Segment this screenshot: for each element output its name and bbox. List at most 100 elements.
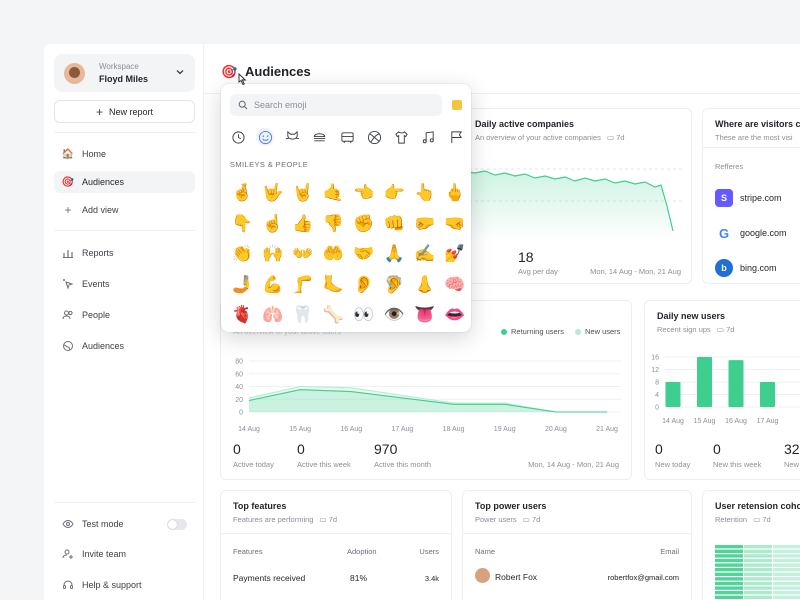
emoji-cell[interactable]: 🤟: [262, 183, 284, 204]
emoji-cell[interactable]: 🦴: [322, 305, 344, 326]
referrer-row[interactable]: b bing.com: [715, 259, 777, 277]
stat-value: 0: [713, 441, 721, 457]
burger-icon[interactable]: [311, 128, 329, 146]
sidebar-item-audiences-2[interactable]: Audiences: [54, 335, 195, 357]
sidebar-item-home[interactable]: 🏠 Home: [54, 143, 195, 165]
emoji-cell[interactable]: 🙌: [262, 244, 284, 265]
feature-users: 3.4k: [424, 574, 439, 583]
emoji-cell[interactable]: ✊: [353, 213, 375, 234]
column-header: Features: [233, 547, 263, 556]
new-report-label: New report: [109, 106, 154, 117]
heatmap-cell: [715, 595, 743, 599]
heatmap-cell: [715, 581, 743, 586]
sidebar-item-help[interactable]: Help & support: [54, 574, 195, 596]
heatmap-cell: [773, 568, 800, 572]
sidebar-item-reports[interactable]: Reports: [54, 242, 195, 264]
emoji-cell[interactable]: 🤳: [231, 274, 253, 295]
emoji-cell[interactable]: 🤲: [322, 244, 344, 265]
emoji-cell[interactable]: 👎: [322, 213, 344, 234]
skin-tone-button[interactable]: [452, 100, 462, 110]
emoji-cell[interactable]: 🤝: [353, 244, 375, 265]
emoji-cell[interactable]: 👄: [444, 305, 466, 326]
emoji-cell[interactable]: 🖕: [444, 183, 466, 204]
emoji-cell[interactable]: 🦶: [322, 274, 344, 295]
emoji-cell[interactable]: 🙏: [383, 244, 405, 265]
emoji-category-bar: [229, 128, 465, 146]
emoji-cell[interactable]: ✍️: [413, 244, 436, 265]
retention-card: User retension coho Retention ▭ 7d: [702, 490, 800, 600]
emoji-cell[interactable]: 👂: [353, 274, 375, 295]
emoji-search-input[interactable]: [230, 94, 442, 116]
x-tick-label: 17 Aug: [392, 426, 414, 433]
emoji-cell[interactable]: 🧠: [444, 274, 466, 295]
emoji-cell[interactable]: 💅: [444, 244, 466, 265]
test-mode-toggle[interactable]: [167, 519, 187, 530]
new-report-button[interactable]: + New report: [54, 100, 195, 123]
x-tick-label: 21 Aug: [596, 426, 618, 433]
card-subtitle: An overview of your active companies ▭ 7…: [475, 133, 625, 142]
emoji-cell[interactable]: 🫁: [262, 305, 284, 326]
sidebar-item-audiences[interactable]: 🎯 Audiences: [54, 171, 195, 193]
emoji-cell[interactable]: 👊: [383, 213, 405, 234]
user-name[interactable]: Robert Fox: [495, 572, 538, 582]
stat-label: Active this week: [297, 460, 351, 469]
heatmap-cell: [773, 549, 800, 553]
emoji-cell[interactable]: ☝️: [262, 213, 284, 234]
emoji-cell[interactable]: 👏: [231, 244, 253, 265]
emoji-cell[interactable]: 👇: [231, 213, 253, 234]
feature-name[interactable]: Payments received: [233, 573, 306, 583]
bing-logo-icon: b: [715, 259, 733, 277]
emoji-cell[interactable]: 🤛: [413, 213, 436, 234]
shirt-icon[interactable]: [393, 128, 411, 146]
emoji-cell[interactable]: 🫀: [231, 305, 253, 326]
heatmap-cell: [773, 545, 800, 549]
emoji-cell[interactable]: 👉: [383, 183, 405, 204]
emoji-cell[interactable]: 🦵: [292, 274, 314, 295]
emoji-cell[interactable]: 👁️: [383, 305, 405, 326]
emoji-cell[interactable]: 💪: [262, 274, 284, 295]
emoji-cell[interactable]: 🦻: [383, 274, 405, 295]
recent-icon[interactable]: [229, 128, 247, 146]
sidebar-item-add-view[interactable]: + Add view: [54, 199, 195, 221]
sidebar-item-label: Help & support: [82, 580, 142, 590]
bar: [697, 357, 712, 407]
x-tick-label: 19 Aug: [494, 426, 516, 433]
emoji-cell[interactable]: 🤙: [322, 183, 344, 204]
sidebar-item-label: Invite team: [82, 549, 127, 559]
page-emoji-button[interactable]: 🎯: [221, 64, 238, 79]
emoji-cell[interactable]: 🤞: [231, 183, 253, 204]
sidebar-item-events[interactable]: Events: [54, 273, 195, 295]
emoji-cell[interactable]: 🦷: [292, 305, 314, 326]
stat-value: 0: [297, 441, 305, 457]
sidebar-item-people[interactable]: People: [54, 304, 195, 326]
bus-icon[interactable]: [338, 128, 356, 146]
emoji-cell[interactable]: 👍: [292, 213, 314, 234]
referrer-row[interactable]: S stripe.com: [715, 189, 782, 207]
emoji-cell[interactable]: 👅: [413, 305, 436, 326]
bar: [728, 360, 744, 407]
heatmap-cell: [744, 545, 772, 549]
smiley-icon[interactable]: [256, 128, 275, 146]
emoji-cell[interactable]: 🤜: [444, 213, 466, 234]
referrer-row[interactable]: G google.com: [715, 224, 787, 242]
emoji-cell[interactable]: 👆: [413, 183, 436, 204]
cat-icon[interactable]: [284, 128, 302, 146]
cursor-click-icon: [63, 279, 74, 290]
plus-icon: +: [95, 104, 103, 119]
emoji-cell[interactable]: 🤘: [292, 183, 314, 204]
sidebar-item-test-mode[interactable]: Test mode: [54, 513, 195, 535]
emoji-cell[interactable]: 👀: [353, 305, 375, 326]
emoji-cell[interactable]: 👐: [292, 244, 314, 265]
emoji-cell[interactable]: 👈: [353, 183, 375, 204]
range-label: 7d: [328, 515, 338, 524]
sidebar-item-invite-team[interactable]: Invite team: [54, 543, 195, 565]
column-header: Adoption: [347, 547, 377, 556]
music-icon[interactable]: [420, 128, 438, 146]
emoji-cell[interactable]: 👃: [413, 274, 436, 295]
user-email[interactable]: robertfox@gmail.com: [607, 573, 679, 582]
card-subtitle: Recent sign ups ▭ 7d: [657, 325, 735, 334]
flag-icon[interactable]: [447, 128, 465, 146]
ball-icon[interactable]: [365, 128, 383, 146]
range-label: 7d: [726, 325, 735, 334]
workspace-switcher[interactable]: Workspace Floyd Miles: [54, 54, 195, 92]
